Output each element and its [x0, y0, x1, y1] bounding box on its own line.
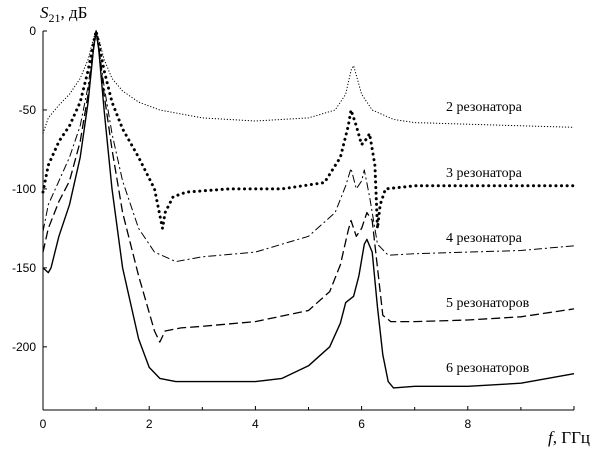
- y-axis-symbol: S: [40, 3, 49, 22]
- x-axis-symbol: f: [548, 428, 555, 447]
- y-tick-label: -100: [12, 182, 36, 196]
- x-tick-label: 6: [358, 417, 365, 431]
- y-tick-label: -150: [12, 261, 36, 275]
- series-label-3: 4 резонатора: [446, 231, 523, 246]
- axes: 0 -50 -100 -150 -200 0 2 4 6 8: [12, 24, 575, 431]
- y-axis-unit: , дБ: [61, 3, 88, 22]
- labels-layer: 2 резонатора 3 резонатора 4 резонатора 5 ре…: [446, 100, 530, 376]
- y-axis-title: S21, дБ: [40, 3, 87, 25]
- series-line-4: [42, 30, 575, 343]
- x-tick-label: 0: [40, 417, 47, 431]
- x-tick-label: 8: [464, 417, 471, 431]
- x-axis-title: f, ГГц: [548, 428, 590, 447]
- series-layer: [41, 29, 576, 389]
- series-label-5: 6 резонаторов: [446, 361, 530, 376]
- series-line-5: [42, 30, 575, 389]
- x-axis-unit: , ГГц: [553, 428, 590, 447]
- x-tick-label: 2: [146, 417, 153, 431]
- y-tick-label: -50: [19, 103, 37, 117]
- y-axis-subscript: 21: [49, 11, 61, 25]
- y-tick-label: -200: [12, 340, 36, 354]
- series-label-4: 5 резонаторов: [446, 296, 530, 311]
- series-line-2: [41, 29, 576, 230]
- series-label-1: 2 резонатора: [446, 100, 523, 115]
- y-tick-label: 0: [29, 24, 36, 38]
- series-label-2: 3 резонатора: [446, 166, 523, 181]
- series-line-3: [42, 30, 575, 263]
- x-tick-label: 4: [252, 417, 259, 431]
- series-line-1: [42, 30, 575, 134]
